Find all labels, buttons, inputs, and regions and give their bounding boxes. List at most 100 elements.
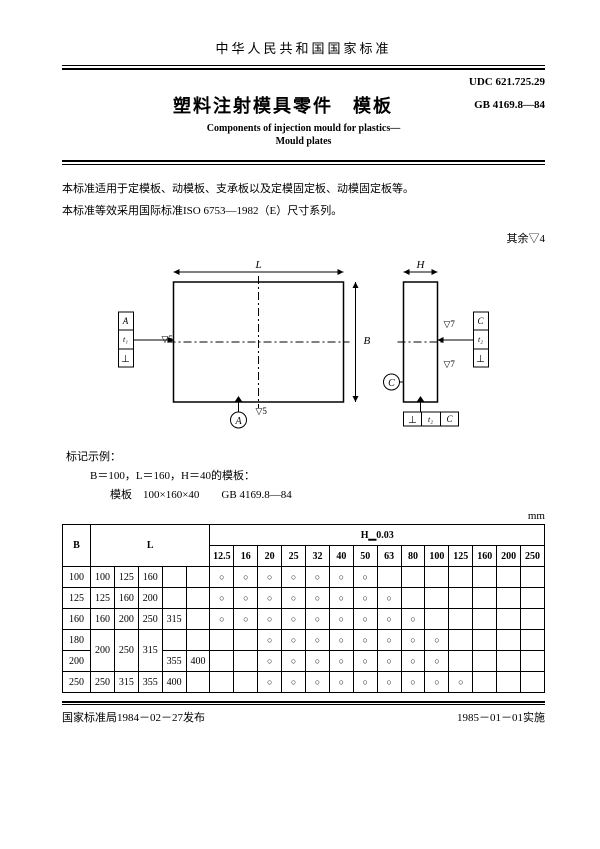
example-line2: 模板 100×160×40 GB 4169.8—84 — [110, 486, 545, 505]
cell-mark — [449, 609, 473, 630]
cell-b: 200 — [63, 651, 91, 672]
cell-mark: ○ — [377, 588, 401, 609]
cell-mark — [425, 588, 449, 609]
svg-text:C: C — [477, 316, 484, 326]
col-l: L — [91, 525, 210, 567]
cell-l: 200 — [91, 630, 115, 672]
svg-text:B: B — [364, 335, 371, 347]
cell-mark — [497, 609, 521, 630]
svg-text:▽7: ▽7 — [444, 359, 456, 369]
cell-mark — [521, 651, 545, 672]
table-row: 100100125160○○○○○○○ — [63, 567, 545, 588]
cell-mark — [473, 630, 497, 651]
svg-text:A: A — [122, 316, 129, 326]
h-col: 80 — [401, 546, 425, 567]
table-row: 250250315355400○○○○○○○○○ — [63, 672, 545, 693]
cell-l — [186, 567, 210, 588]
cell-mark: ○ — [377, 609, 401, 630]
cell-mark — [497, 672, 521, 693]
cell-mark: ○ — [306, 630, 330, 651]
cell-mark: ○ — [306, 588, 330, 609]
cell-mark: ○ — [210, 567, 234, 588]
cell-mark: ○ — [258, 651, 282, 672]
cell-mark: ○ — [329, 609, 353, 630]
cell-mark: ○ — [306, 609, 330, 630]
cell-mark — [377, 567, 401, 588]
footer: 国家标准局1984－02－27发布 1985－01－01实施 — [62, 709, 545, 725]
cell-mark: ○ — [425, 672, 449, 693]
svg-text:⊥: ⊥ — [121, 354, 130, 365]
h-col: 40 — [329, 546, 353, 567]
cell-b: 250 — [63, 672, 91, 693]
cell-mark — [449, 588, 473, 609]
udc-code: UDC 621.725.29 — [62, 76, 545, 88]
cell-l: 160 — [114, 588, 138, 609]
h-col: 160 — [473, 546, 497, 567]
cell-l: 400 — [186, 651, 210, 672]
cell-mark — [449, 630, 473, 651]
cell-mark — [425, 609, 449, 630]
subtitle-en: Components of injection mould for plasti… — [62, 122, 545, 148]
cell-l — [186, 588, 210, 609]
cell-mark — [210, 672, 234, 693]
cell-mark — [449, 567, 473, 588]
en-line1: Components of injection mould for plasti… — [207, 123, 400, 134]
table-body: 100100125160○○○○○○○125125160200○○○○○○○○1… — [63, 567, 545, 693]
cell-mark: ○ — [401, 630, 425, 651]
cell-mark: ○ — [282, 672, 306, 693]
cell-mark — [210, 651, 234, 672]
cell-mark: ○ — [329, 567, 353, 588]
cell-l: 355 — [162, 651, 186, 672]
cell-mark: ○ — [234, 609, 258, 630]
example-head: 标记示例： — [66, 448, 545, 467]
cell-l: 200 — [114, 609, 138, 630]
h-col: 32 — [306, 546, 330, 567]
table-row: 160160200250315○○○○○○○○○ — [63, 609, 545, 630]
cell-l: 315 — [114, 672, 138, 693]
example-line1: B＝100，L＝160，H＝40的模板： — [90, 467, 545, 486]
cell-mark — [401, 588, 425, 609]
cell-mark: ○ — [282, 588, 306, 609]
cell-mark: ○ — [282, 630, 306, 651]
footer-rule — [62, 701, 545, 703]
svg-text:L: L — [254, 259, 261, 271]
cell-l: 125 — [91, 588, 115, 609]
title-row: 塑料注射模具零件 模板 GB 4169.8—84 — [62, 92, 545, 118]
footer-right: 1985－01－01实施 — [457, 709, 545, 725]
cell-l: 100 — [91, 567, 115, 588]
cell-mark: ○ — [353, 630, 377, 651]
h-col: 63 — [377, 546, 401, 567]
cell-mark — [521, 567, 545, 588]
svg-text:t₂: t₂ — [428, 415, 433, 424]
cell-mark — [521, 588, 545, 609]
cell-mark — [234, 672, 258, 693]
cell-mark — [473, 567, 497, 588]
cell-mark: ○ — [353, 672, 377, 693]
cell-l — [162, 630, 186, 651]
cell-mark: ○ — [210, 609, 234, 630]
intro-p2: 本标准等效采用国际标准ISO 6753—1982（E）尺寸系列。 — [62, 203, 545, 221]
cell-mark: ○ — [306, 672, 330, 693]
cell-mark: ○ — [282, 609, 306, 630]
intro-p1: 本标准适用于定模板、动模板、支承板以及定模固定板、动模固定板等。 — [62, 181, 545, 199]
cell-mark — [497, 588, 521, 609]
cell-l: 355 — [138, 672, 162, 693]
cell-mark: ○ — [425, 651, 449, 672]
nation-title: 中华人民共和国国家标准 — [62, 38, 545, 57]
col-h: H▁0.03 — [210, 525, 545, 546]
cell-mark: ○ — [234, 567, 258, 588]
cell-mark — [473, 651, 497, 672]
cell-l: 250 — [138, 609, 162, 630]
rule — [62, 65, 545, 66]
cell-l: 200 — [138, 588, 162, 609]
cell-mark: ○ — [353, 588, 377, 609]
cell-mark: ○ — [353, 651, 377, 672]
cell-l — [162, 567, 186, 588]
h-col: 25 — [282, 546, 306, 567]
svg-text:⊥: ⊥ — [408, 415, 417, 426]
svg-text:C: C — [446, 414, 453, 424]
cell-mark — [473, 672, 497, 693]
cell-mark — [473, 588, 497, 609]
footer-rule — [62, 704, 545, 705]
svg-text:H: H — [416, 259, 426, 271]
